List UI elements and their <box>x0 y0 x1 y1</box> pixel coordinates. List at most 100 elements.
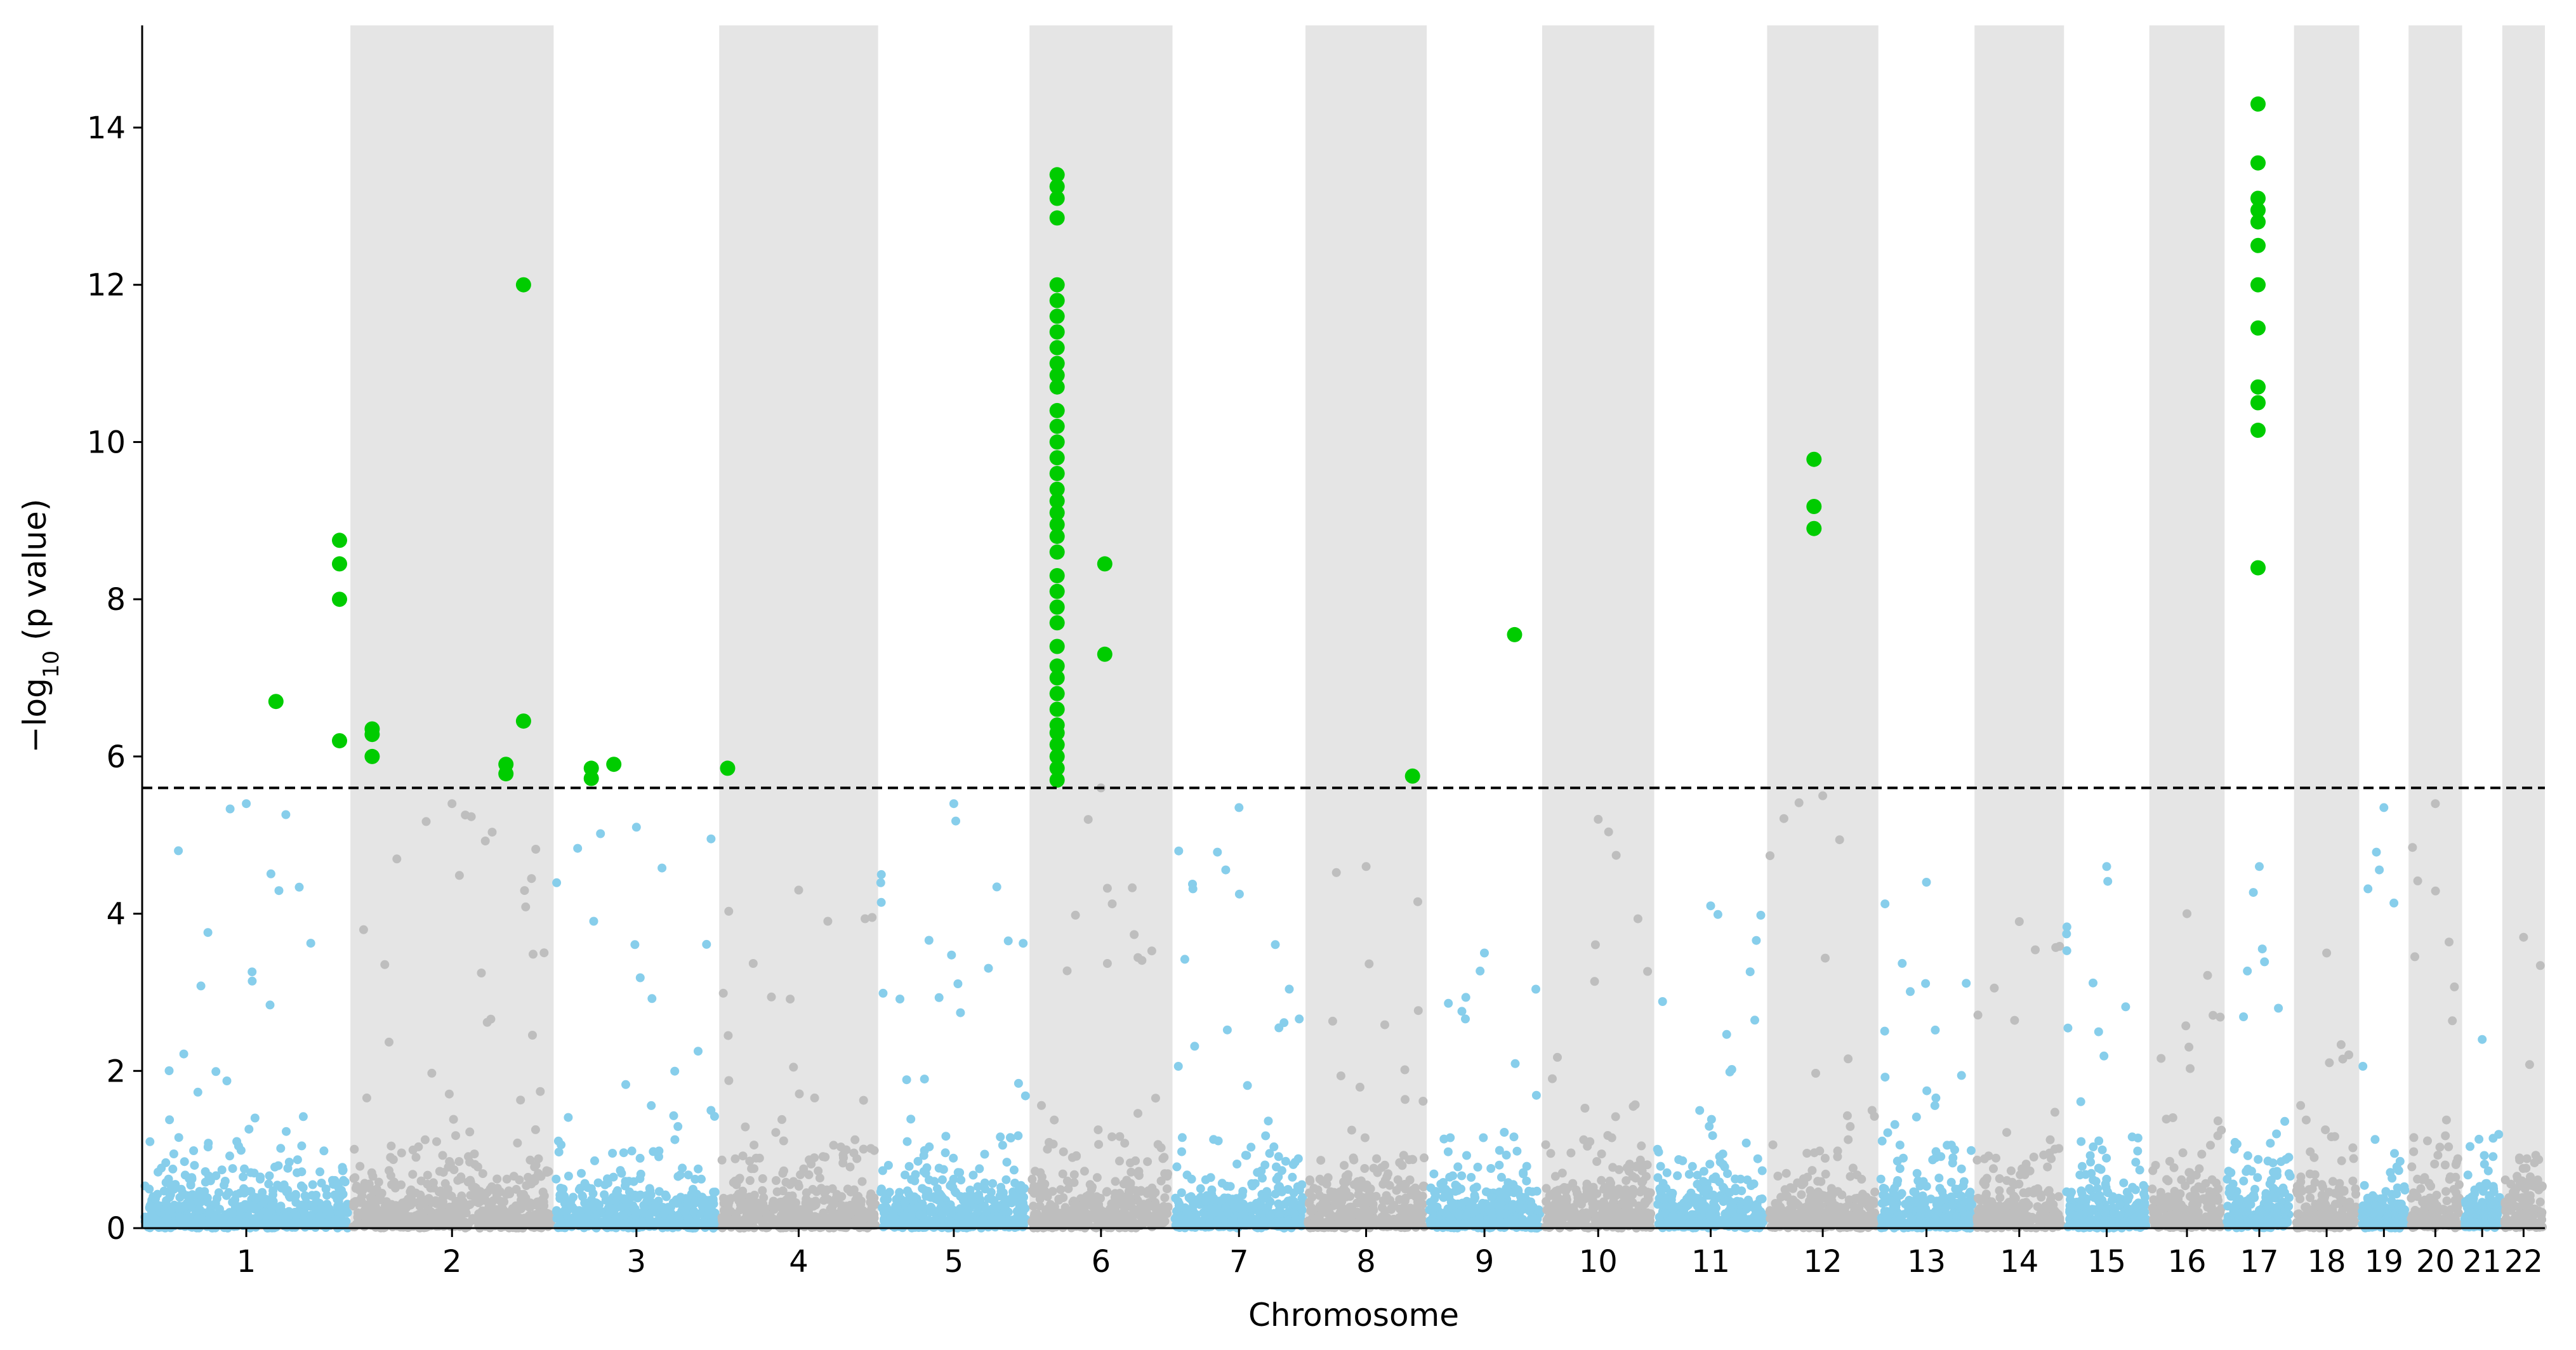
snp-point <box>723 1201 733 1210</box>
snp-point <box>1546 1149 1556 1158</box>
snp-point <box>374 1206 384 1215</box>
snp-point <box>738 1151 748 1161</box>
snp-point <box>1147 1216 1156 1226</box>
snp-point <box>367 1168 376 1177</box>
snp-point <box>244 1201 254 1211</box>
snp-point <box>1360 1164 1370 1173</box>
snp-point <box>1846 1122 1855 1131</box>
snp-point <box>538 1188 548 1197</box>
snp-point <box>400 1217 409 1227</box>
snp-point <box>227 1217 236 1227</box>
snp-point <box>200 1187 209 1196</box>
snp-point <box>427 1068 437 1078</box>
snp-point <box>845 1162 855 1172</box>
snp-point <box>1509 1132 1519 1142</box>
snp-point <box>1532 1186 1542 1196</box>
snp-point <box>805 1203 814 1213</box>
snp-point <box>1848 1163 1858 1173</box>
snp-point <box>1757 1194 1767 1203</box>
snp-point <box>589 917 598 926</box>
snp-point <box>779 1197 789 1207</box>
snp-point <box>815 1174 824 1183</box>
snp-point <box>1090 1208 1100 1217</box>
snp-point <box>1769 1207 1779 1217</box>
chromosome-11-snps <box>1653 901 1769 1233</box>
snp-point <box>1107 1132 1117 1142</box>
snp-point <box>1000 1202 1010 1212</box>
snp-point <box>590 1156 599 1165</box>
snp-point <box>702 939 711 949</box>
snp-point <box>1102 883 1112 893</box>
chromosome-7-snps <box>1170 803 1307 1233</box>
snp-point <box>657 863 667 873</box>
snp-point <box>204 1139 213 1148</box>
snp-point <box>338 1163 347 1172</box>
snp-point <box>1232 1160 1242 1168</box>
snp-point <box>536 1087 545 1096</box>
snp-point <box>1392 1186 1401 1195</box>
snp-point <box>1470 1207 1479 1215</box>
snp-point <box>998 1141 1007 1150</box>
snp-point <box>1030 1210 1040 1219</box>
snp-point <box>1612 1212 1622 1222</box>
snp-point <box>1552 1195 1561 1205</box>
snp-point <box>1833 1146 1842 1156</box>
snp-point <box>1122 1222 1132 1231</box>
chromosome-band-4 <box>719 25 878 1228</box>
snp-point <box>1486 1207 1495 1216</box>
snp-point <box>1429 1169 1439 1179</box>
snp-point <box>1156 1143 1166 1153</box>
snp-point <box>1684 1170 1694 1179</box>
snp-point <box>1436 1179 1446 1189</box>
snp-point <box>795 1089 804 1099</box>
snp-point <box>849 1185 859 1194</box>
snp-point <box>1180 955 1189 964</box>
snp-point <box>248 976 257 986</box>
snp-point-chr-max <box>1594 814 1603 824</box>
snp-point <box>849 1148 859 1158</box>
snp-point <box>955 1168 965 1177</box>
snp-point <box>1394 1217 1403 1227</box>
snp-point <box>554 1212 564 1222</box>
snp-point <box>1058 1169 1067 1179</box>
snp-point <box>1741 1138 1751 1148</box>
snp-point <box>1690 1193 1700 1202</box>
snp-point <box>317 1179 326 1188</box>
snp-point <box>1288 1172 1297 1182</box>
snp-point <box>754 1214 763 1223</box>
snp-point <box>684 1214 693 1224</box>
snp-point <box>153 1203 162 1212</box>
snp-point <box>1462 1196 1472 1206</box>
snp-point <box>1115 1132 1125 1141</box>
snp-point <box>1604 1182 1614 1192</box>
snp-point <box>736 1196 745 1205</box>
snp-point <box>1288 1160 1298 1169</box>
snp-point <box>923 1186 933 1196</box>
snp-point <box>1865 1203 1874 1212</box>
snp-point <box>1115 1156 1124 1166</box>
snp-point <box>1708 1212 1717 1222</box>
snp-point <box>676 1193 685 1202</box>
snp-point <box>480 1222 490 1231</box>
snp-point <box>724 906 734 916</box>
snp-point <box>895 1188 904 1197</box>
snp-point <box>1496 1172 1506 1182</box>
snp-point <box>212 1194 221 1203</box>
snp-point <box>573 844 583 853</box>
snp-point <box>1411 1183 1420 1193</box>
snp-point <box>1622 1176 1631 1186</box>
snp-point <box>1533 1214 1542 1224</box>
snp-point <box>807 1214 817 1223</box>
snp-point <box>560 1207 569 1216</box>
snp-point <box>770 1215 779 1224</box>
snp-point <box>1384 1169 1393 1179</box>
snp-point <box>1548 1074 1557 1083</box>
snp-point <box>1660 1208 1670 1218</box>
snp-point <box>913 1156 923 1166</box>
snp-point <box>1319 1193 1329 1203</box>
snp-point <box>1083 815 1093 824</box>
snp-point <box>902 1137 912 1146</box>
snp-point-chr-max <box>1706 901 1715 911</box>
snp-point <box>619 1194 629 1203</box>
